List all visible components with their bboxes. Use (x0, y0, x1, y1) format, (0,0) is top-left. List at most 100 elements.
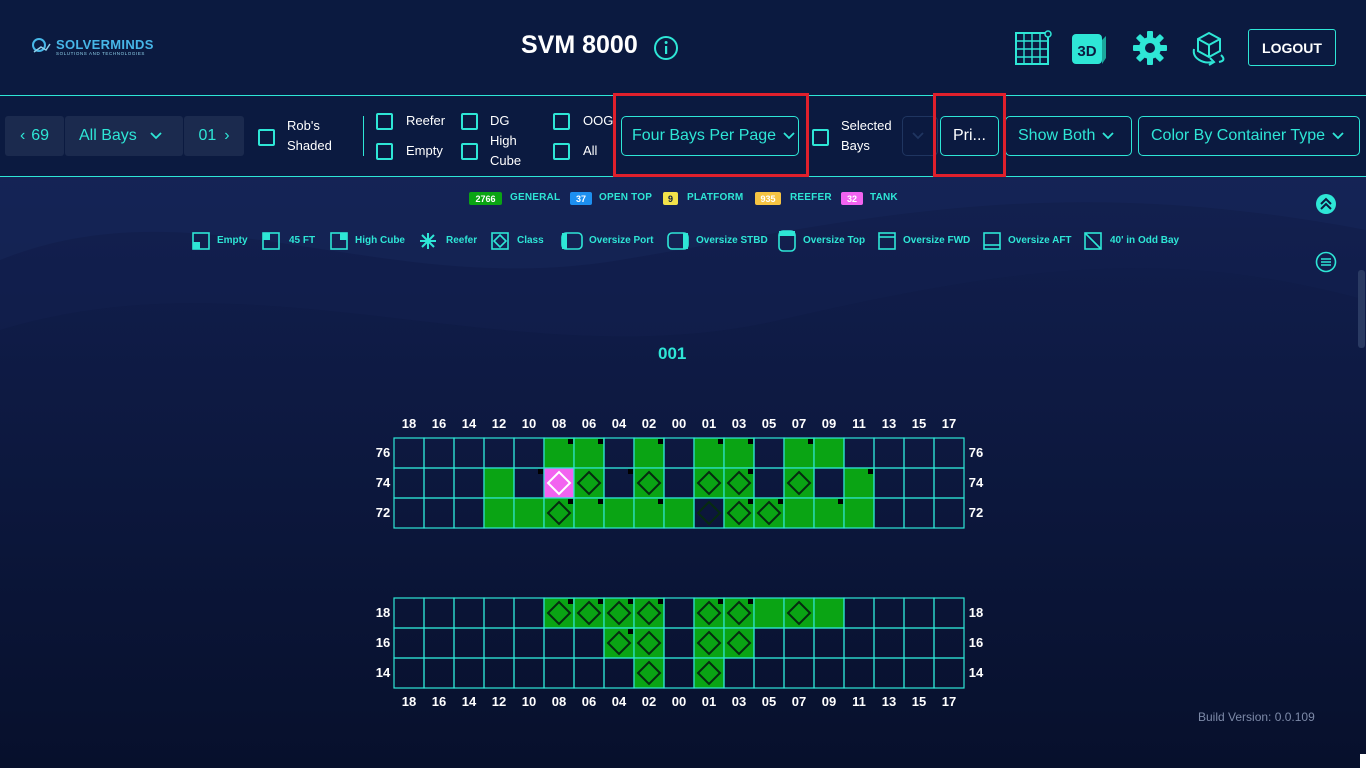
hold-slot[interactable] (513, 597, 545, 629)
hold-slot[interactable] (933, 597, 965, 629)
deck-slot[interactable] (843, 497, 875, 529)
hold-slot[interactable] (873, 597, 905, 629)
hold-slot[interactable] (423, 657, 455, 689)
deck-slot[interactable] (843, 437, 875, 469)
grid-view-icon[interactable] (1014, 29, 1052, 67)
deck-slot[interactable] (753, 467, 785, 499)
print-button[interactable]: Pri... (940, 116, 999, 156)
deck-slot[interactable] (453, 497, 485, 529)
selected-bays-checkbox[interactable] (812, 129, 829, 146)
hold-slot[interactable] (933, 627, 965, 659)
hold-slot[interactable] (393, 657, 425, 689)
hold-slot[interactable] (753, 627, 785, 659)
3d-view-icon[interactable]: 3D (1070, 30, 1108, 66)
hold-slot[interactable] (453, 627, 485, 659)
hold-slot[interactable] (873, 627, 905, 659)
hold-slot[interactable] (483, 657, 515, 689)
hold-slot[interactable] (783, 627, 815, 659)
settings-gear-icon[interactable] (1131, 29, 1169, 67)
deck-slot[interactable] (933, 437, 965, 469)
page-scrollbar[interactable] (1358, 270, 1365, 348)
hold-slot[interactable] (843, 657, 875, 689)
previous-bay-button[interactable]: ‹ 69 (5, 116, 64, 156)
deck-slot[interactable] (903, 467, 935, 499)
hold-slot[interactable] (663, 597, 695, 629)
hold-slot[interactable] (813, 627, 845, 659)
hold-slot[interactable] (453, 597, 485, 629)
hold-slot[interactable] (393, 597, 425, 629)
deck-slot[interactable] (393, 467, 425, 499)
deck-slot[interactable] (933, 497, 965, 529)
deck-slot[interactable] (663, 437, 695, 469)
hold-slot[interactable] (783, 657, 815, 689)
hold-slot[interactable] (843, 597, 875, 629)
hold-slot[interactable] (873, 657, 905, 689)
deck-slot[interactable] (813, 467, 845, 499)
show-mode-dropdown[interactable]: Show Both (1005, 116, 1132, 156)
next-bay-button[interactable]: 01 › (184, 116, 244, 156)
collapse-up-icon[interactable] (1315, 193, 1337, 215)
deck-slot[interactable] (753, 437, 785, 469)
deck-slot[interactable] (903, 497, 935, 529)
hold-slot[interactable] (813, 657, 845, 689)
deck-slot[interactable] (483, 497, 515, 529)
hold-slot[interactable] (513, 657, 545, 689)
all-checkbox[interactable] (553, 143, 570, 160)
deck-slot[interactable] (603, 437, 635, 469)
hold-slot[interactable] (843, 627, 875, 659)
hold-slot[interactable] (513, 627, 545, 659)
hold-slot[interactable] (663, 627, 695, 659)
hold-slot[interactable] (483, 627, 515, 659)
high-cube-checkbox[interactable] (461, 143, 478, 160)
hold-slot[interactable] (903, 627, 935, 659)
hold-slot[interactable] (663, 657, 695, 689)
company-logo[interactable]: SOLVERMINDS SOLUTIONS AND TECHNOLOGIES (30, 36, 154, 58)
deck-slot[interactable] (513, 437, 545, 469)
hold-slot[interactable] (723, 657, 755, 689)
color-mode-dropdown[interactable]: Color By Container Type (1138, 116, 1360, 156)
deck-slot[interactable] (663, 467, 695, 499)
hold-slot[interactable] (543, 627, 575, 659)
deck-slot[interactable] (783, 497, 815, 529)
bay-filter-select[interactable]: All Bays (65, 116, 183, 156)
hold-slot[interactable] (423, 597, 455, 629)
hold-slot[interactable] (753, 597, 785, 629)
deck-slot[interactable] (393, 437, 425, 469)
deck-slot[interactable] (903, 437, 935, 469)
empty-checkbox[interactable] (376, 143, 393, 160)
hold-slot[interactable] (543, 657, 575, 689)
logout-button[interactable]: LOGOUT (1248, 29, 1336, 66)
oog-checkbox[interactable] (553, 113, 570, 130)
deck-slot[interactable] (933, 467, 965, 499)
hold-slot[interactable] (903, 657, 935, 689)
selected-bays-dropdown[interactable] (902, 116, 938, 156)
hold-slot[interactable] (903, 597, 935, 629)
deck-slot[interactable] (453, 437, 485, 469)
robs-shaded-checkbox[interactable] (258, 129, 275, 146)
page-layout-dropdown[interactable]: Four Bays Per Page (621, 116, 799, 156)
deck-slot[interactable] (873, 437, 905, 469)
deck-slot[interactable] (423, 497, 455, 529)
hold-slot[interactable] (483, 597, 515, 629)
deck-slot[interactable] (873, 467, 905, 499)
deck-slot[interactable] (603, 497, 635, 529)
deck-slot[interactable] (423, 467, 455, 499)
deck-slot[interactable] (663, 497, 695, 529)
deck-slot[interactable] (453, 467, 485, 499)
hold-slot[interactable] (813, 597, 845, 629)
dg-checkbox[interactable] (461, 113, 478, 130)
deck-slot[interactable] (393, 497, 425, 529)
deck-slot[interactable] (873, 497, 905, 529)
hold-slot[interactable] (573, 657, 605, 689)
hold-slot[interactable] (423, 627, 455, 659)
menu-list-icon[interactable] (1315, 251, 1337, 273)
deck-slot[interactable] (483, 467, 515, 499)
hold-slot[interactable] (603, 657, 635, 689)
deck-slot[interactable] (483, 437, 515, 469)
deck-slot[interactable] (423, 437, 455, 469)
cube-rotate-icon[interactable] (1190, 29, 1228, 67)
hold-slot[interactable] (753, 657, 785, 689)
hold-slot[interactable] (393, 627, 425, 659)
info-icon[interactable] (653, 35, 679, 61)
deck-slot[interactable] (513, 497, 545, 529)
